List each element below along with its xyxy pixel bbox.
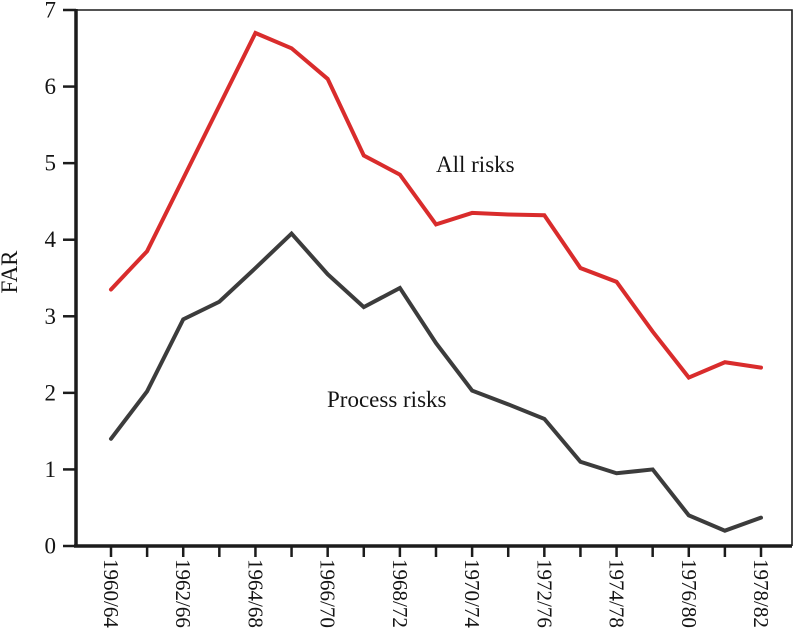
x-tick-label: 1966/70 [316,559,340,628]
x-tick-label: 1972/76 [532,559,556,628]
series-line-process-risks [109,230,763,533]
series-label-all-risks: All risks [436,152,515,177]
x-tick-label: 1964/68 [243,559,267,628]
y-tick-label: 0 [45,534,57,559]
y-tick-label: 7 [45,0,57,23]
x-tick-label: 1960/64 [99,559,123,628]
y-axis-title: FAR [0,250,22,294]
y-tick-label: 6 [45,74,57,99]
x-tick-label: 1974/78 [605,559,629,628]
x-tick-label: 1970/74 [460,559,484,628]
series-line-all-risks [109,30,763,380]
plot-border [76,9,793,546]
x-tick-label: 1976/80 [677,559,701,628]
y-tick-label: 4 [45,227,57,252]
y-axis-ticks: 0 1 2 3 4 5 6 7 [45,0,76,559]
series-label-process-risks: Process risks [327,387,447,412]
x-axis-ticks: 1960/64 1962/66 1964/68 1966/70 1968/72 1970/… [99,546,773,628]
series-lines [109,30,763,533]
x-tick-label: 1968/72 [388,559,412,628]
y-tick-label: 3 [45,304,57,329]
y-tick-label: 5 [45,151,57,176]
y-tick-label: 2 [45,380,57,405]
x-tick-label: 1978/82 [749,559,773,628]
y-tick-label: 1 [45,457,57,482]
series-annotations: All risks Process risks [327,152,515,412]
x-tick-label: 1962/66 [171,559,195,628]
